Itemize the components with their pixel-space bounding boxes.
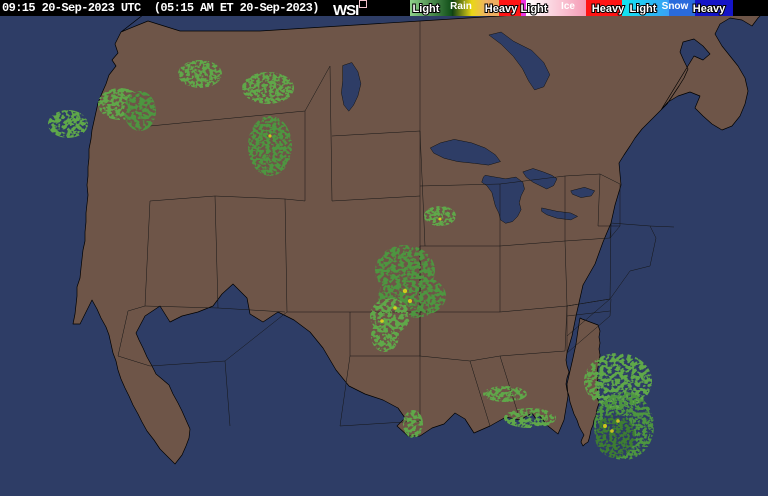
svg-text:Light: Light [521, 3, 548, 15]
svg-text:Rain: Rain [450, 1, 472, 12]
svg-text:Light: Light [413, 3, 440, 15]
svg-text:Heavy: Heavy [592, 3, 625, 15]
svg-text:Heavy: Heavy [693, 3, 726, 15]
svg-text:Heavy: Heavy [485, 3, 518, 15]
svg-text:Ice: Ice [561, 1, 575, 12]
svg-text:Light: Light [630, 3, 657, 15]
svg-text:Snow: Snow [662, 1, 689, 12]
